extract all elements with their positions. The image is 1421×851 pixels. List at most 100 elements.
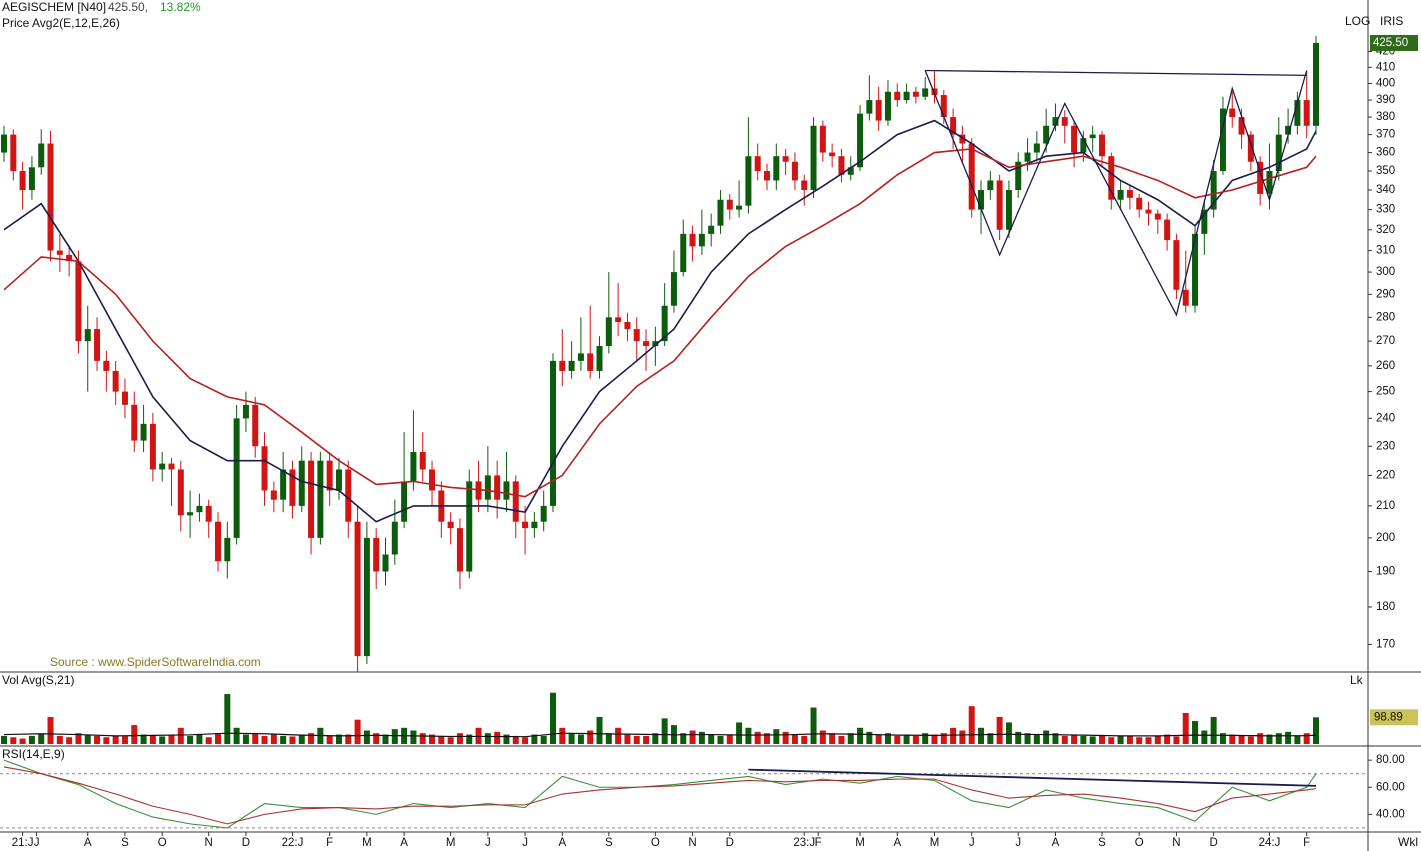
volume-bar bbox=[1210, 717, 1217, 744]
candle-body bbox=[187, 512, 194, 516]
trend-line bbox=[748, 768, 1317, 787]
y-tick-label: 250 bbox=[1376, 386, 1395, 398]
candle-body bbox=[484, 475, 491, 500]
candle-body bbox=[1061, 117, 1068, 126]
volume-bar bbox=[410, 730, 417, 744]
candle-body bbox=[196, 505, 203, 513]
candle-body bbox=[559, 360, 566, 371]
candle-body bbox=[875, 100, 882, 121]
volume-bar bbox=[1080, 735, 1087, 744]
candle-body bbox=[987, 180, 994, 191]
x-tick-label: O bbox=[158, 837, 167, 849]
volume-bar bbox=[912, 735, 919, 744]
candle-body bbox=[1052, 117, 1059, 126]
volume-bar bbox=[447, 737, 454, 744]
x-tick-label: D bbox=[726, 837, 734, 849]
candle-body bbox=[884, 91, 891, 121]
x-tick-label: S bbox=[1098, 837, 1106, 849]
volume-bar bbox=[1098, 735, 1105, 744]
x-tick-label: A bbox=[893, 837, 901, 849]
volume-bar bbox=[1024, 733, 1031, 744]
x-tick-label: A bbox=[1052, 837, 1060, 849]
volume-bar bbox=[38, 734, 45, 744]
candle-body bbox=[605, 317, 612, 347]
candle-body bbox=[1238, 117, 1245, 135]
candle-body bbox=[708, 225, 715, 234]
volume-bar bbox=[978, 727, 985, 744]
candle-body bbox=[717, 199, 724, 226]
volume-bar bbox=[1247, 736, 1254, 744]
candle-body bbox=[1145, 209, 1152, 214]
y-tick-label: 190 bbox=[1376, 566, 1395, 578]
volume-bar bbox=[363, 730, 370, 744]
candle-body bbox=[1136, 197, 1143, 210]
volume-bar bbox=[931, 734, 938, 744]
candle-body bbox=[661, 305, 668, 342]
candle-body bbox=[47, 143, 54, 251]
candle-body bbox=[829, 152, 836, 157]
volume-bar bbox=[419, 733, 426, 744]
candle-body bbox=[326, 460, 333, 491]
candle-body bbox=[242, 404, 249, 419]
candle-body bbox=[1173, 240, 1180, 290]
volume-average bbox=[3, 732, 1317, 738]
candle-body bbox=[215, 521, 222, 562]
volume-bar bbox=[103, 737, 110, 744]
candle-body bbox=[754, 156, 761, 172]
candle-body bbox=[652, 341, 659, 347]
candle-body bbox=[401, 481, 408, 522]
volume-bar bbox=[708, 734, 715, 744]
candle-body bbox=[1247, 134, 1254, 162]
y-tick-label: 80.00 bbox=[1376, 754, 1405, 766]
candle-body bbox=[1071, 125, 1078, 153]
volume-bar bbox=[810, 707, 817, 744]
volume-bar bbox=[494, 731, 501, 744]
y-tick-label: 310 bbox=[1376, 245, 1395, 257]
volume-bar bbox=[1052, 733, 1059, 744]
candle-body bbox=[466, 481, 473, 572]
volume-bar bbox=[1238, 735, 1245, 744]
volume-bar bbox=[512, 735, 519, 744]
volume-bar bbox=[819, 730, 826, 744]
candle-body bbox=[1275, 134, 1282, 172]
candle-body bbox=[503, 481, 510, 500]
candle-body bbox=[643, 341, 650, 347]
volume-bar bbox=[559, 727, 566, 744]
volume-bar bbox=[1061, 735, 1068, 744]
y-tick-label: 320 bbox=[1376, 224, 1395, 236]
volume-bar bbox=[1145, 737, 1152, 744]
y-tick-label: 400 bbox=[1376, 78, 1395, 90]
trend-line bbox=[925, 69, 1307, 76]
volume-bar bbox=[1192, 721, 1199, 744]
volume-bar bbox=[1108, 737, 1115, 744]
candle-body bbox=[335, 469, 342, 491]
candle-body bbox=[1080, 138, 1087, 153]
candle-body bbox=[224, 537, 231, 562]
candle-body bbox=[131, 404, 138, 441]
volume-bar bbox=[950, 727, 957, 744]
candle-body bbox=[968, 143, 975, 210]
volume-bar bbox=[1219, 733, 1226, 744]
x-tick-label: M bbox=[446, 837, 456, 849]
volume-bar bbox=[577, 734, 584, 744]
candle-body bbox=[308, 460, 315, 538]
volume-bar bbox=[884, 733, 891, 744]
candle-body bbox=[959, 134, 966, 144]
source: Source : www.SpiderSoftwareIndia.com bbox=[50, 655, 261, 669]
candle-body bbox=[410, 451, 417, 482]
volume-bar bbox=[373, 733, 380, 744]
volume-bar bbox=[335, 734, 342, 744]
candle-body bbox=[801, 180, 808, 191]
volume-bar bbox=[894, 735, 901, 744]
volume-bar bbox=[847, 733, 854, 744]
candle-body bbox=[1192, 233, 1199, 306]
candle-body bbox=[689, 233, 696, 247]
volume-bar bbox=[1201, 730, 1208, 744]
volume-bar bbox=[289, 736, 296, 744]
volume-bar bbox=[1164, 734, 1171, 744]
y-tick-label: 220 bbox=[1376, 469, 1395, 481]
candle-body bbox=[447, 521, 454, 529]
y-tick-label: 230 bbox=[1376, 440, 1395, 452]
volume-bar bbox=[922, 733, 929, 744]
volume-bar bbox=[568, 733, 575, 744]
